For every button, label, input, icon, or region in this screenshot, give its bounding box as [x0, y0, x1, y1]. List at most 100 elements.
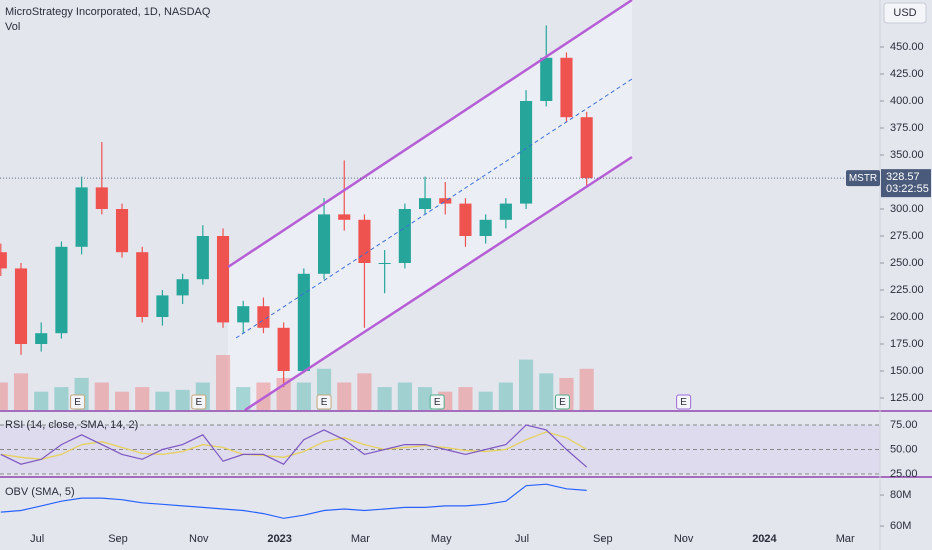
earnings-marker-label: E — [74, 397, 81, 408]
x-tick-label: Nov — [189, 533, 209, 545]
symbol-label: MSTR — [849, 173, 877, 184]
volume-bar — [296, 382, 311, 410]
y-tick-label: 275.00 — [890, 230, 924, 242]
candle-body — [95, 187, 108, 209]
y-tick-label: 200.00 — [890, 311, 924, 323]
rsi-tick-label: 50.00 — [890, 443, 918, 455]
candle-body — [560, 57, 573, 118]
y-tick-label: 400.00 — [890, 95, 924, 107]
candle-body — [439, 198, 452, 204]
candle-body — [35, 333, 48, 345]
volume-bar — [54, 387, 69, 410]
x-tick-label: Jul — [515, 533, 529, 545]
x-tick-label: Nov — [674, 533, 694, 545]
x-tick-label: Jul — [30, 533, 44, 545]
obv-title: OBV (SMA, 5) — [5, 486, 75, 498]
x-tick-label: May — [431, 533, 452, 545]
volume-bar — [256, 382, 271, 410]
x-tick-label: 2024 — [752, 533, 777, 545]
channel-upper — [227, 0, 633, 269]
rsi-band — [0, 425, 880, 474]
y-tick-label: 300.00 — [890, 203, 924, 215]
volume-bar — [498, 382, 513, 410]
candle-body — [398, 208, 411, 264]
chart-title: MicroStrategy Incorporated, 1D, NASDAQ — [5, 6, 211, 18]
x-tick-label: Sep — [593, 533, 613, 545]
last-price-label: 328.57 — [886, 171, 920, 183]
volume-bar — [13, 373, 29, 410]
earnings-marker — [429, 394, 445, 410]
earnings-marker — [70, 394, 86, 410]
channel-mid — [235, 78, 633, 339]
y-tick-label: 425.00 — [890, 68, 924, 80]
volume-bar — [518, 359, 534, 410]
countdown-label: 03:22:55 — [886, 183, 929, 195]
y-tick-label: 125.00 — [890, 392, 924, 404]
rsi-ma-line — [0, 431, 588, 460]
earnings-marker-label: E — [680, 397, 687, 408]
symbol-tag — [846, 170, 880, 187]
y-tick-label: 150.00 — [890, 365, 924, 377]
volume-bar — [357, 373, 372, 410]
obv-tick-label: 80M — [890, 489, 911, 501]
candle-body — [520, 100, 533, 204]
earnings-marker-label: E — [321, 397, 328, 408]
volume-bar — [236, 387, 251, 410]
earnings-marker-label: E — [434, 397, 441, 408]
earnings-marker — [191, 394, 207, 410]
candle-body — [540, 57, 553, 101]
candle-body — [75, 187, 88, 247]
candle-body — [237, 306, 250, 323]
candle-body — [0, 252, 7, 269]
candle-body — [499, 203, 512, 220]
candle-body — [459, 203, 472, 236]
x-tick-label: 2023 — [267, 533, 291, 545]
channel-lower — [244, 155, 633, 412]
y-tick-label: 450.00 — [890, 41, 924, 53]
volume-bar — [114, 391, 130, 410]
rsi-tick-label: 75.00 — [890, 419, 918, 431]
candle-body — [317, 214, 331, 274]
earnings-marker — [316, 394, 332, 410]
candle-body — [55, 246, 68, 334]
y-tick-label: 225.00 — [890, 284, 924, 296]
volume-bar — [377, 387, 392, 410]
volume-bar — [34, 391, 49, 410]
candle-body — [196, 235, 209, 280]
y-tick-label: 350.00 — [890, 149, 924, 161]
rsi-title: RSI (14, close, SMA, 14, 2) — [5, 419, 138, 431]
earnings-marker — [554, 394, 570, 410]
volume-bar — [539, 373, 554, 410]
volume-bar — [579, 368, 594, 410]
earnings-marker-label: E — [559, 397, 566, 408]
candle-body — [176, 279, 189, 296]
x-tick-label: Mar — [351, 533, 370, 545]
volume-bar — [215, 355, 231, 410]
price-tag — [881, 169, 931, 198]
y-tick-label: 375.00 — [890, 122, 924, 134]
earnings-marker — [676, 394, 692, 410]
volume-bar — [417, 387, 433, 410]
x-tick-label: Mar — [836, 533, 855, 545]
candle-body — [418, 198, 432, 209]
y-tick-label: 175.00 — [890, 338, 924, 350]
volume-bar — [458, 387, 473, 410]
volume-bar — [94, 382, 109, 410]
currency[interactable]: USD — [893, 7, 916, 19]
candle-body — [338, 214, 351, 220]
candle-body — [136, 252, 149, 318]
obv-tick-label: 60M — [890, 520, 911, 532]
candle-body — [297, 273, 310, 372]
volume-bar — [175, 389, 190, 410]
volume-bar — [0, 382, 8, 410]
candle-body — [156, 295, 169, 318]
earnings-marker-label: E — [195, 397, 202, 408]
volume-bar — [135, 387, 150, 410]
volume-label: Vol — [5, 21, 20, 33]
rsi-line — [0, 424, 588, 468]
x-tick-label: Sep — [108, 533, 128, 545]
currency-button[interactable] — [883, 2, 927, 24]
candle-body — [14, 268, 28, 345]
candle-body — [216, 235, 230, 323]
